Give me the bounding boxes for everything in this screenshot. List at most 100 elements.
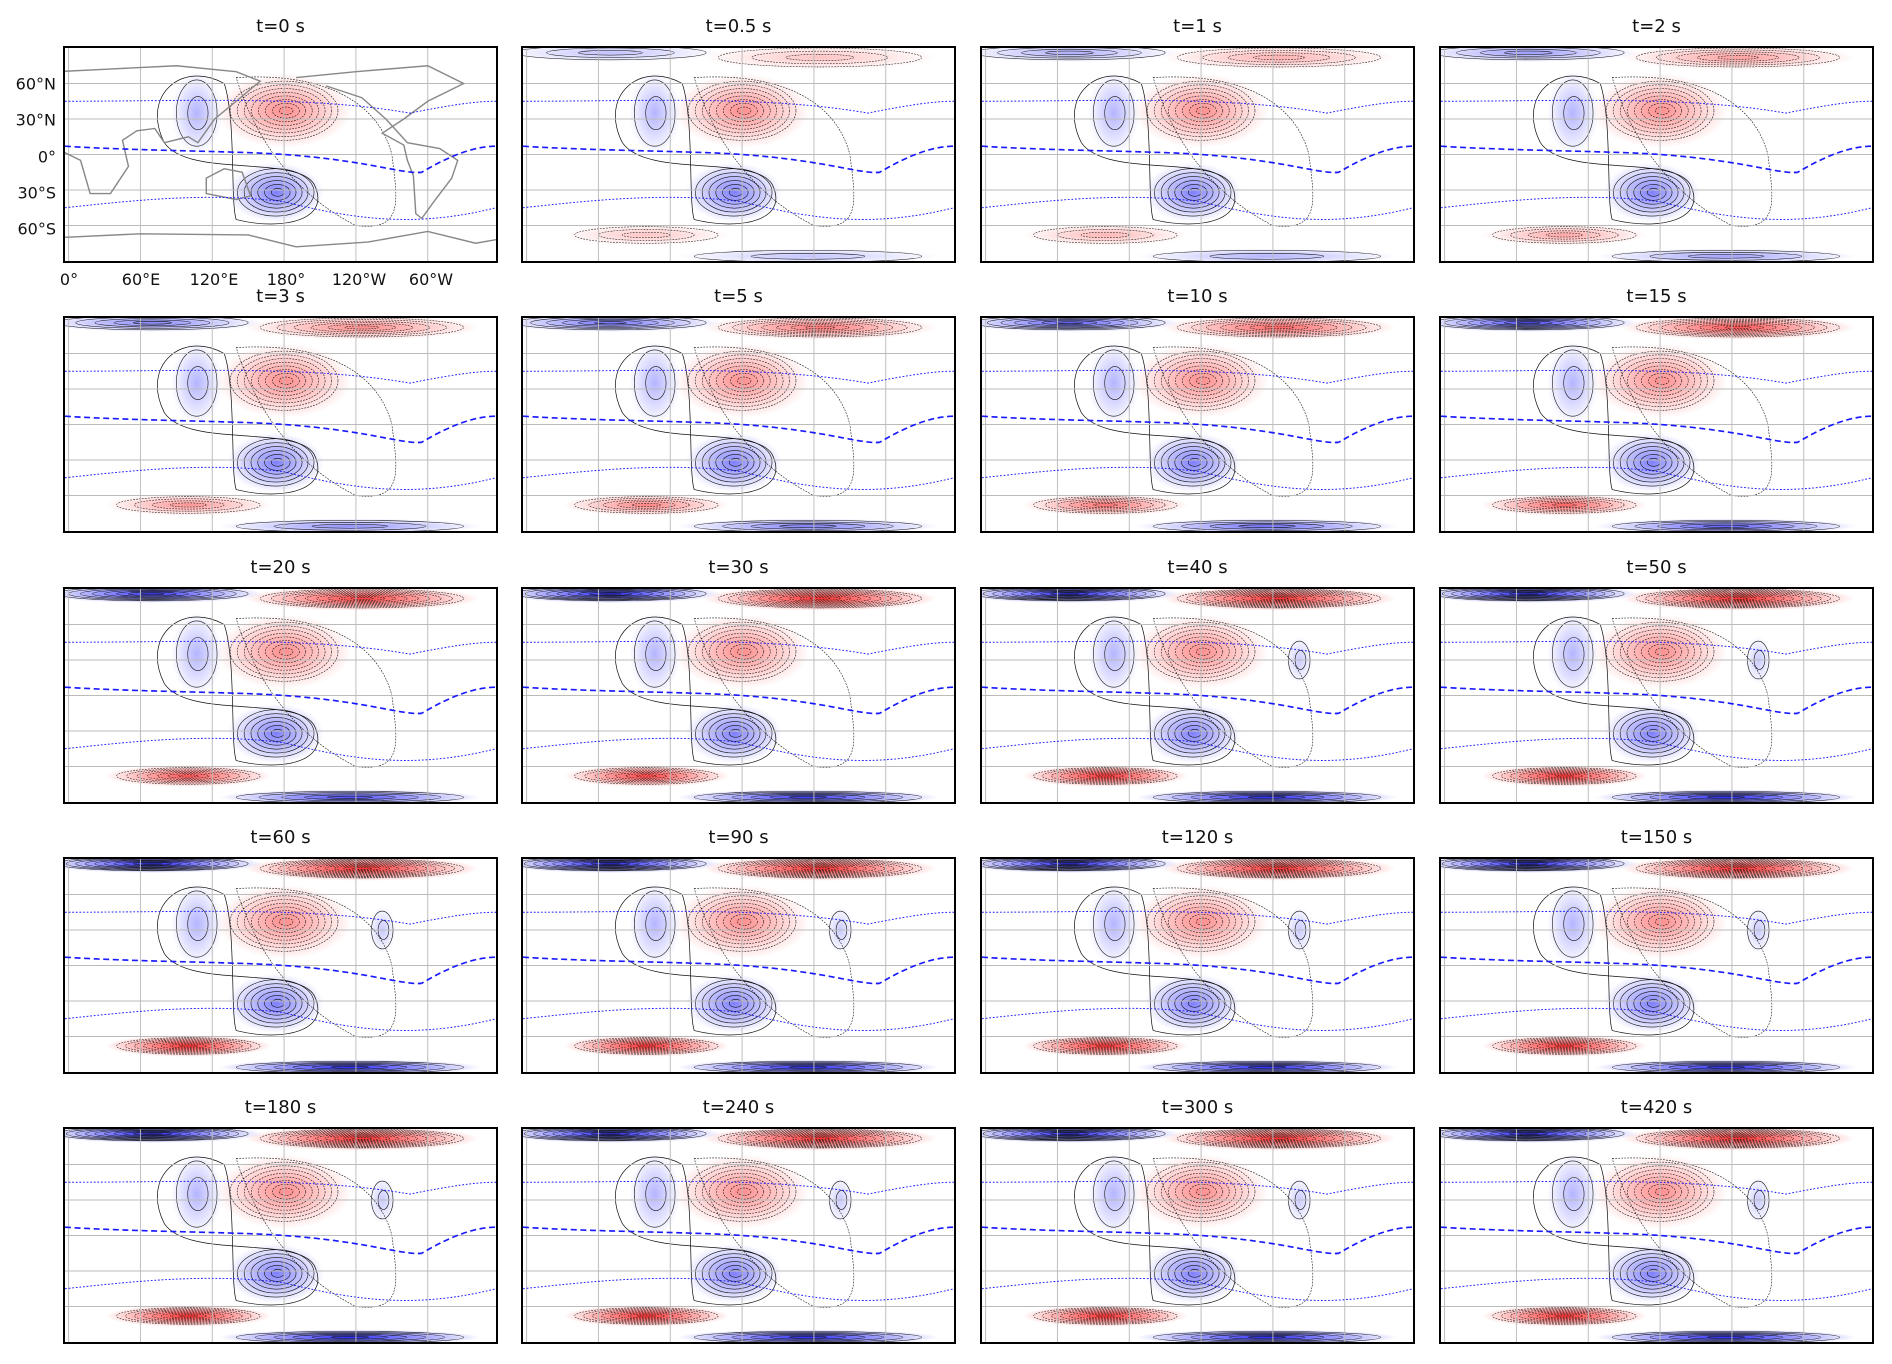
south-pacific-low-contour	[1167, 176, 1220, 209]
north-pacific-high-contour	[1655, 106, 1670, 115]
south-polar-positive-contour	[1042, 1038, 1169, 1054]
panel-title: t=0 s	[256, 16, 305, 37]
map-plot	[980, 587, 1415, 804]
panel-title: t=60 s	[250, 827, 311, 848]
map-plot	[980, 316, 1415, 533]
north-polar-positive-contour	[1700, 864, 1776, 873]
south-pacific-low-contour	[1181, 725, 1208, 742]
south-pacific-low-contour	[264, 184, 291, 201]
south-polar-positive-contour	[170, 1313, 207, 1319]
south-polar-negative-contour	[712, 792, 903, 802]
north-jet-line	[1441, 99, 1872, 114]
outer-negative-contour	[1533, 75, 1695, 225]
west-pacific-low-contour	[1104, 96, 1126, 130]
outer-negative-contour	[1533, 616, 1695, 766]
north-jet-line	[523, 99, 954, 114]
north-polar-positive-contour	[1648, 318, 1828, 337]
south-polar-positive-contour	[1093, 503, 1118, 507]
north-polar-negative-contour	[533, 1129, 688, 1140]
south-polar-negative-contour	[1702, 524, 1749, 528]
south-polar-positive-contour	[1069, 500, 1142, 510]
south-polar-negative-contour	[1687, 1065, 1765, 1070]
north-polar-negative-contour	[600, 1132, 621, 1135]
north-polar-positive-contour	[1249, 324, 1309, 331]
south-polar-negative-contour	[788, 1336, 828, 1339]
south-pacific-low-contour	[701, 172, 767, 213]
map-plot	[521, 1127, 956, 1344]
north-polar-positive-contour	[778, 594, 861, 603]
panel-title: t=5 s	[714, 286, 763, 307]
north-pacific-high-contour	[1160, 88, 1243, 134]
map-plot	[1439, 316, 1874, 533]
west-pacific-low-shading	[1088, 71, 1140, 155]
north-pacific-high-contour	[737, 106, 752, 115]
north-pacific-high-contour	[737, 1187, 752, 1196]
latitude-tick-label: 60°N	[15, 74, 56, 94]
north-polar-positive-contour	[717, 859, 922, 879]
outer-negative-contour	[615, 75, 777, 225]
west-pacific-low-contour	[187, 366, 209, 400]
north-pacific-high-contour	[1619, 1169, 1702, 1215]
equatorial-line	[523, 1226, 954, 1255]
south-pacific-low-contour	[715, 721, 755, 746]
south-polar-positive-shading	[563, 765, 729, 787]
south-polar-negative-contour	[1190, 1063, 1344, 1072]
north-polar-positive-contour	[327, 324, 397, 331]
south-polar-negative-contour	[779, 524, 837, 529]
south-polar-negative-contour	[750, 1064, 866, 1071]
north-polar-positive-contour	[748, 591, 892, 606]
north-polar-positive-contour	[732, 319, 908, 336]
north-polar-positive-contour	[1176, 589, 1381, 609]
south-polar-positive-contour	[143, 1310, 234, 1322]
north-pacific-high-contour	[1189, 103, 1217, 119]
south-jet-line	[1441, 1007, 1872, 1031]
north-polar-positive-contour	[810, 1137, 830, 1140]
north-polar-negative-contour	[523, 859, 707, 872]
south-pacific-low-shading	[1144, 432, 1241, 492]
north-polar-positive-contour	[333, 1135, 390, 1142]
south-polar-positive-contour	[1546, 1313, 1583, 1319]
south-polar-negative-contour	[1228, 1065, 1306, 1070]
south-polar-negative-contour	[304, 794, 396, 800]
south-polar-positive-contour	[594, 769, 698, 783]
north-polar-positive-shading	[1161, 859, 1396, 881]
south-polar-positive-contour	[1555, 1044, 1574, 1048]
outer-negative-contour	[1074, 345, 1236, 495]
north-polar-negative-contour	[1451, 1129, 1606, 1140]
south-polar-positive-contour	[1087, 773, 1124, 779]
north-polar-negative-contour	[533, 859, 688, 870]
north-polar-negative-contour	[530, 318, 691, 329]
north-polar-positive-contour	[1250, 595, 1307, 602]
north-polar-positive-contour	[1213, 1132, 1344, 1145]
south-pacific-low-contour	[701, 713, 767, 754]
north-polar-negative-contour	[1002, 589, 1137, 599]
north-polar-positive-contour	[1195, 1130, 1363, 1147]
equatorial-line	[65, 415, 496, 444]
north-polar-positive-contour	[1709, 595, 1766, 602]
west-pacific-low-shading	[1088, 882, 1140, 966]
panel-title: t=300 s	[1161, 1097, 1234, 1118]
equatorial-line	[982, 956, 1413, 985]
north-pacific-high-contour	[243, 88, 326, 134]
south-polar-positive-contour	[604, 770, 688, 781]
south-polar-positive-contour	[601, 1040, 692, 1052]
north-jet-line	[65, 99, 496, 114]
north-pacific-high-contour	[1619, 358, 1702, 404]
north-polar-positive-contour	[1176, 318, 1381, 338]
south-polar-negative-contour	[1634, 521, 1818, 531]
north-polar-positive-shading	[244, 318, 479, 340]
south-polar-positive-contour	[1492, 226, 1637, 244]
north-polar-positive-contour	[344, 325, 380, 330]
west-pacific-low-shading	[1547, 1152, 1599, 1236]
north-polar-negative-contour	[1011, 1129, 1128, 1139]
north-polar-positive-contour	[1700, 594, 1776, 603]
south-jet-line	[523, 737, 954, 761]
outer-positive-contour	[1611, 617, 1773, 768]
north-polar-negative-contour	[132, 321, 172, 325]
south-polar-negative-contour	[693, 791, 922, 802]
south-polar-positive-contour	[625, 773, 668, 779]
south-polar-negative-contour	[1668, 1334, 1784, 1341]
south-pacific-low-contour	[250, 176, 303, 209]
north-pacific-high-contour	[1655, 647, 1670, 656]
map-plot	[63, 857, 498, 1074]
